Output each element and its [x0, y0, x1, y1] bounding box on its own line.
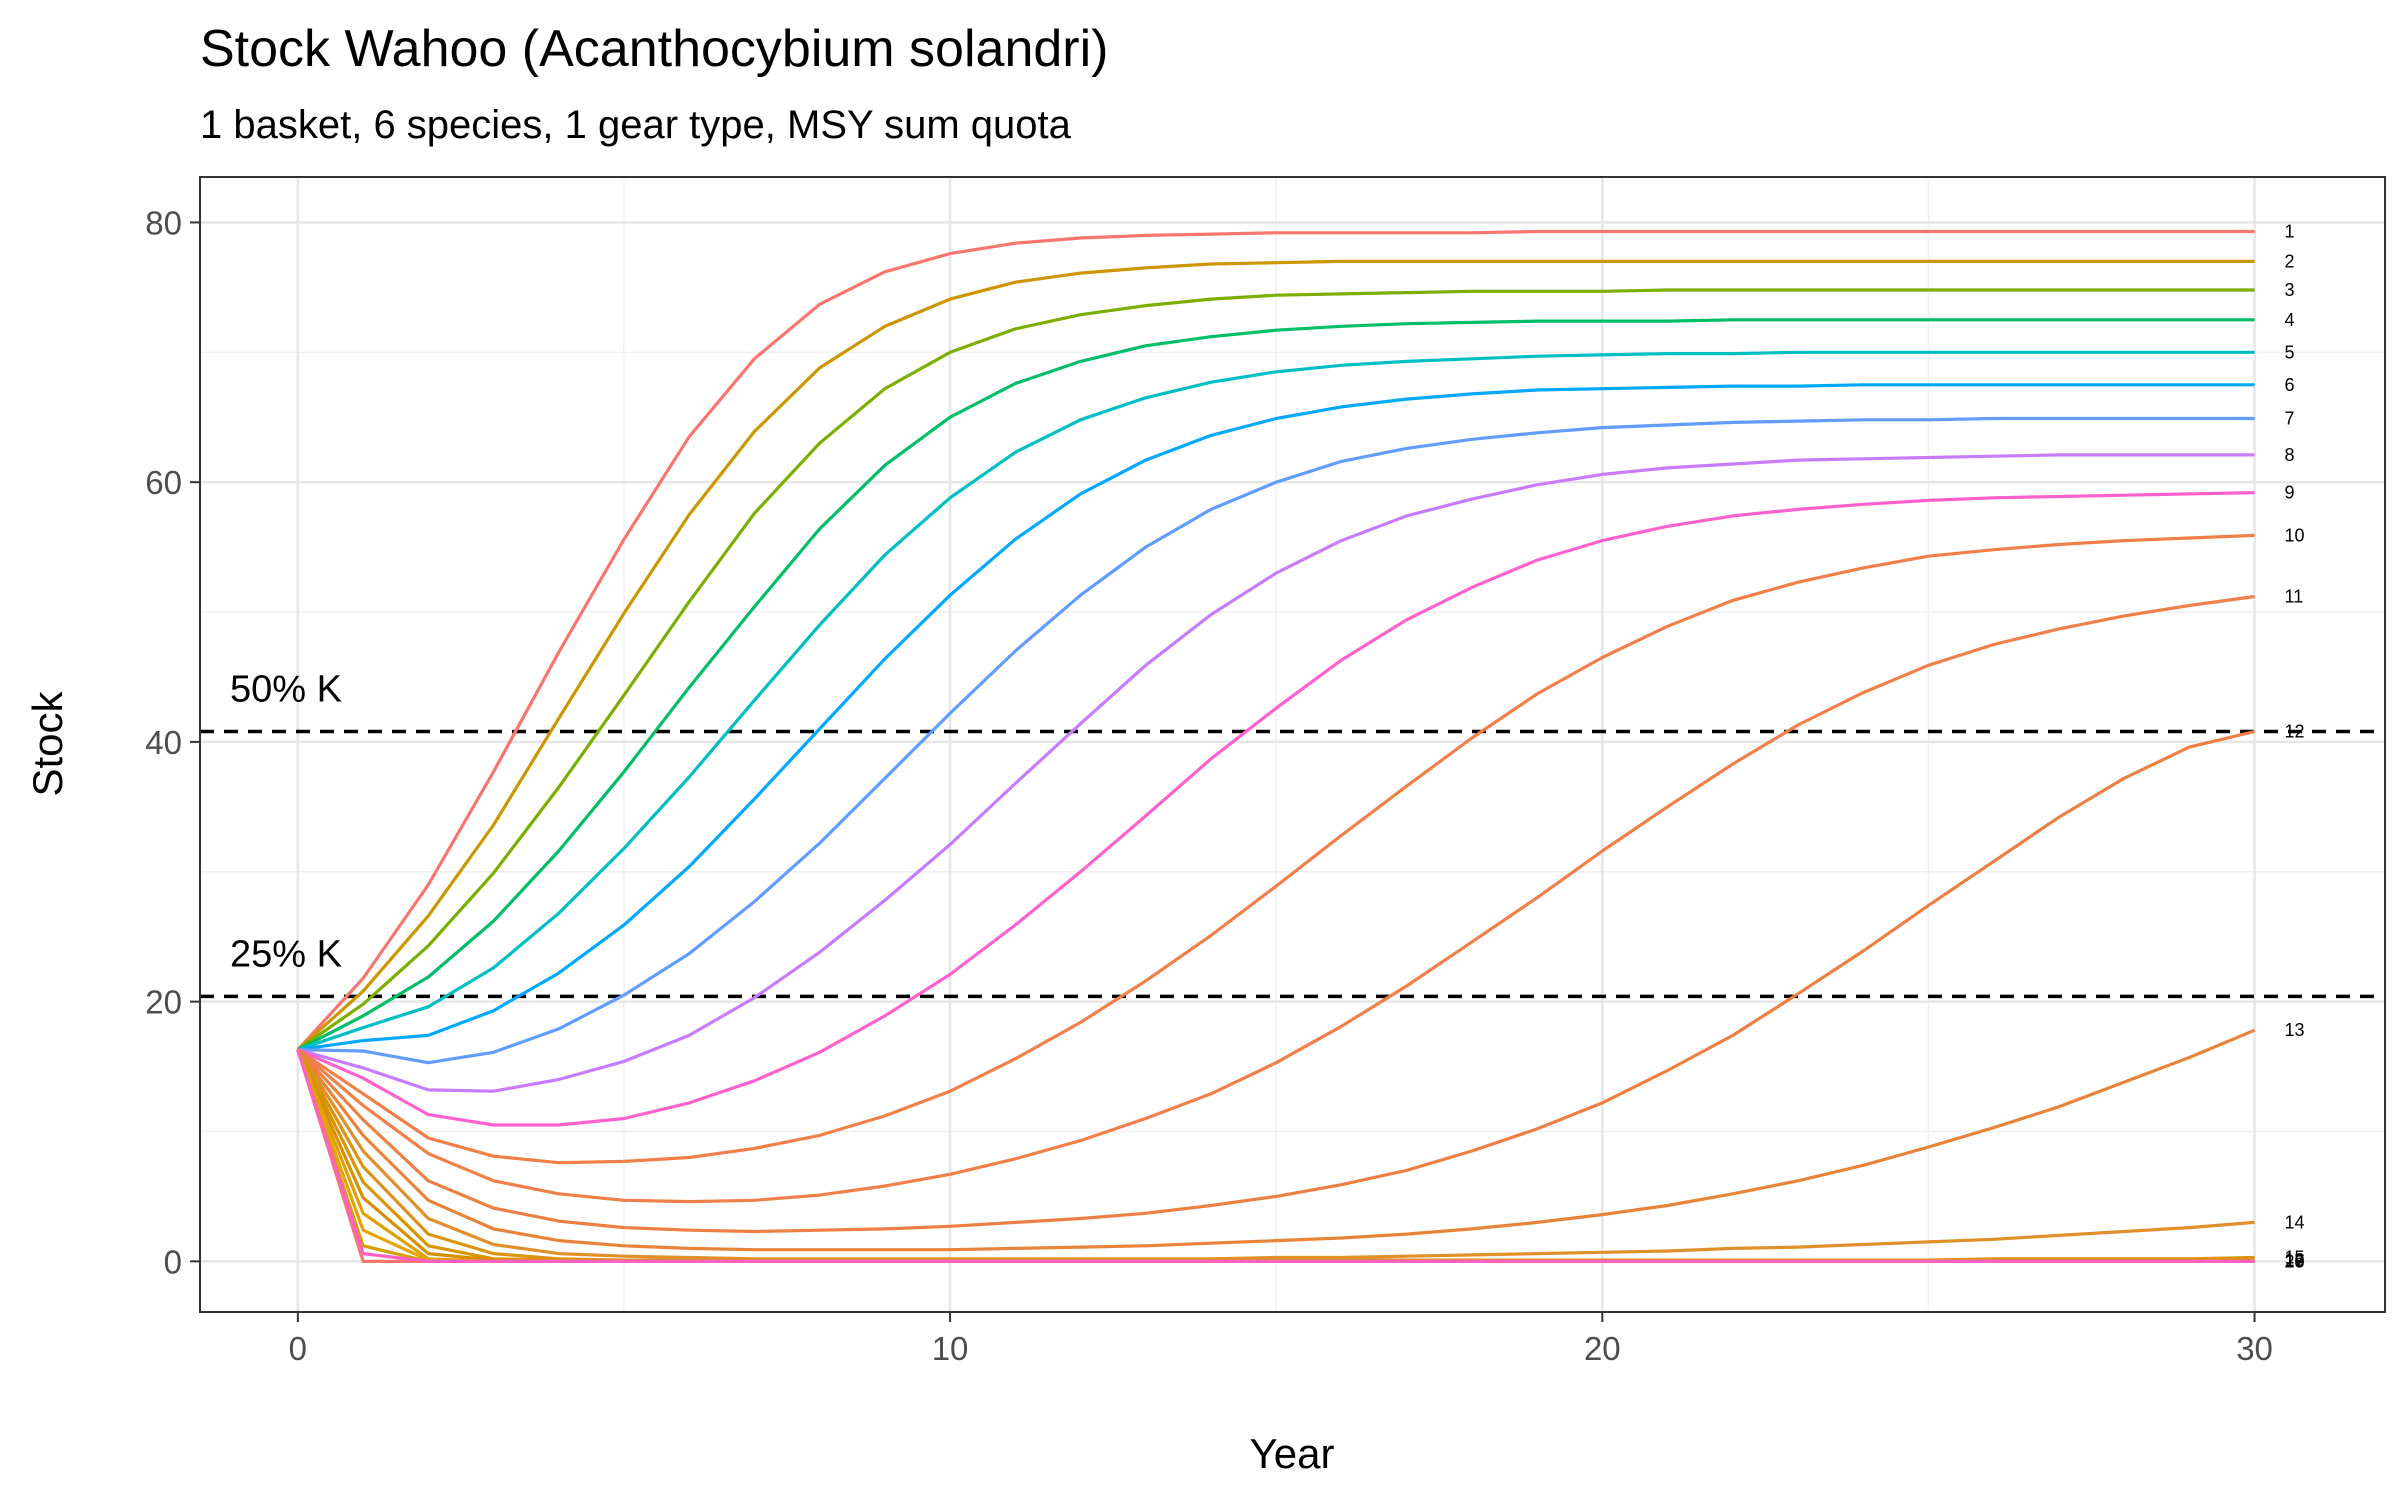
- series-end-label: 16: [2285, 1250, 2305, 1270]
- series-end-label: 13: [2285, 1020, 2305, 1040]
- reference-line-label: 25% K: [230, 933, 342, 975]
- series-end-label: 6: [2285, 375, 2295, 395]
- series-end-label: 15: [2285, 1247, 2305, 1267]
- series-line-unlabeled-21: [296, 1049, 2255, 1264]
- y-tick-label: 80: [145, 204, 182, 241]
- series-end-label: 2: [2285, 251, 2295, 271]
- plot-panel: [200, 177, 2385, 1312]
- chart-subtitle: 1 basket, 6 species, 1 gear type, MSY su…: [200, 103, 1072, 147]
- y-tick-label: 20: [145, 984, 182, 1021]
- plot-border: [199, 176, 2386, 1313]
- series-end-label: 1: [2285, 222, 2295, 242]
- series-line-11: [296, 594, 2255, 1204]
- series-line-5: [297, 350, 2255, 1052]
- series-end-label: 8: [2285, 445, 2295, 465]
- series-line-14: [296, 1048, 2255, 1261]
- series-lines: [296, 229, 2256, 1264]
- reference-lines: 50% K 25% K: [200, 669, 2385, 999]
- y-axis-title: Stock: [24, 690, 71, 796]
- series-line-6: [297, 383, 2255, 1052]
- chart-title: Stock Wahoo (Acanthocybium solandri): [200, 20, 1108, 78]
- series-line-13: [296, 1028, 2256, 1252]
- y-tick-label: 40: [145, 724, 182, 761]
- x-tick-label: 0: [289, 1330, 307, 1367]
- series-end-label: 20: [2285, 1251, 2305, 1271]
- series-line-4: [297, 318, 2255, 1052]
- series-end-label: 10: [2285, 525, 2305, 545]
- y-tick-label: 60: [145, 464, 182, 501]
- series-end-label: 11: [2285, 586, 2304, 606]
- series-line-10: [296, 533, 2255, 1165]
- reference-line-label: 50% K: [230, 669, 342, 711]
- y-axis: 0 20 40 60 80: [145, 204, 200, 1280]
- x-tick-label: 30: [2236, 1330, 2273, 1367]
- series-line-2: [296, 259, 2255, 1051]
- series-end-label: 3: [2285, 280, 2295, 300]
- series-line-12: [296, 729, 2255, 1234]
- series-end-label: 5: [2285, 342, 2295, 362]
- series-line-1: [296, 229, 2255, 1051]
- series-end-label: 9: [2285, 483, 2295, 503]
- x-tick-label: 20: [1584, 1330, 1621, 1367]
- series-end-label: 14: [2285, 1212, 2305, 1232]
- series-end-label: 7: [2285, 409, 2295, 429]
- y-tick-label: 0: [164, 1243, 182, 1280]
- series-line-3: [296, 288, 2255, 1052]
- series-line-8: [297, 453, 2255, 1093]
- x-tick-label: 10: [932, 1330, 969, 1367]
- series-end-label: 19: [2285, 1251, 2305, 1271]
- x-axis: 0 10 20 30: [289, 1312, 2273, 1367]
- series-end-label: 4: [2285, 310, 2295, 330]
- x-axis-title: Year: [1250, 1430, 1335, 1477]
- series-end-label: 17: [2285, 1251, 2305, 1271]
- series-line-7: [297, 416, 2255, 1065]
- series-end-label: 18: [2285, 1251, 2305, 1271]
- series-line-9: [297, 491, 2255, 1127]
- series-end-label: 12: [2285, 722, 2305, 742]
